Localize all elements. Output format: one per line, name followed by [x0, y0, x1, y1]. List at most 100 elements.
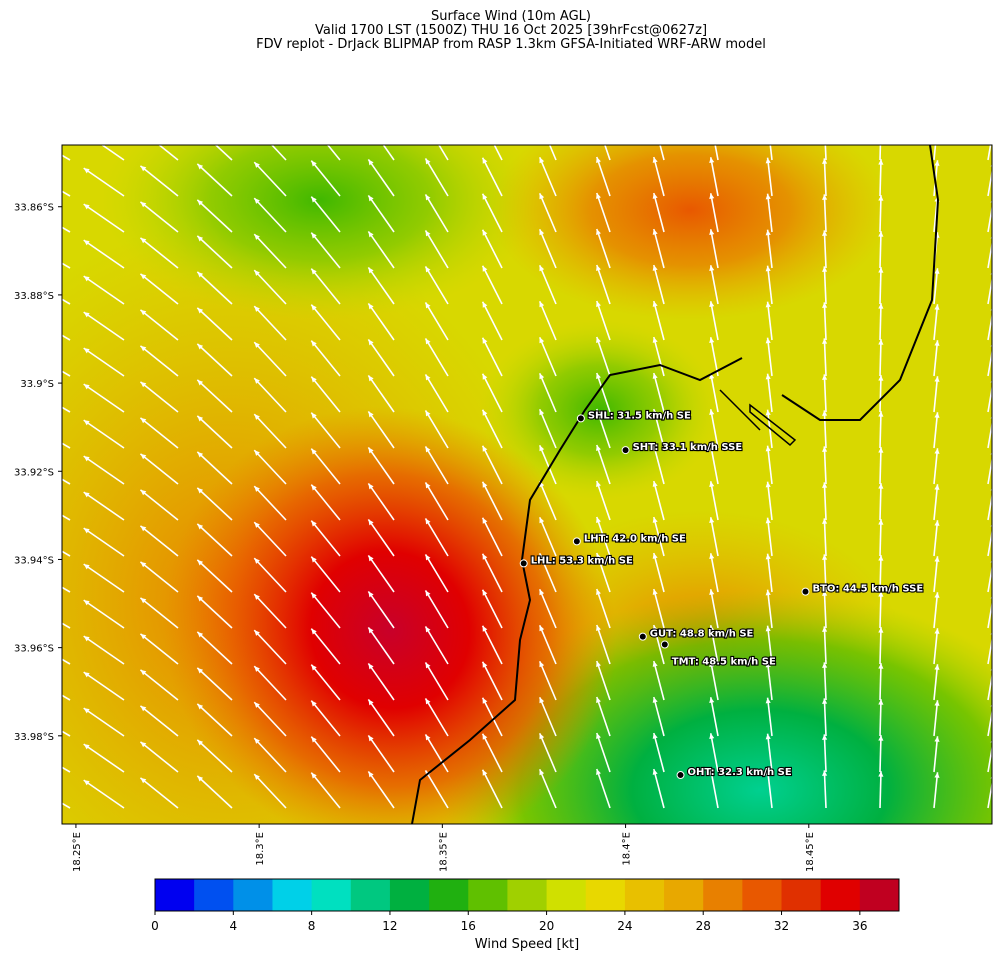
wind-arrow-head: [27, 567, 33, 572]
wind-arrow-head: [368, 735, 374, 742]
wind-arrow: [653, 156, 665, 197]
station-label: SHL: 31.5 km/h SE: [588, 410, 691, 421]
wind-arrow: [933, 664, 939, 701]
wind-arrow-head: [652, 517, 658, 523]
wind-arrow-head: [934, 664, 940, 670]
wind-arrow: [481, 697, 503, 737]
station-dot: [676, 771, 685, 780]
wind-arrow: [481, 445, 503, 485]
wind-arrow-head: [140, 201, 147, 208]
wind-arrow: [326, 145, 341, 161]
wind-arrow-head: [934, 520, 940, 526]
wind-arrow-head: [254, 342, 260, 348]
wind-arrow: [62, 406, 71, 413]
wind-arrow-head: [140, 669, 147, 676]
wind-arrow: [367, 698, 395, 737]
wind-arrow: [596, 588, 611, 629]
wind-arrow-head: [368, 447, 374, 454]
wind-arrow-head: [368, 123, 373, 129]
wind-arrow: [933, 628, 939, 665]
wind-arrow: [196, 667, 233, 701]
wind-arrow: [196, 487, 233, 521]
wind-arrow-head: [197, 487, 204, 494]
station-dot: [638, 632, 647, 641]
wind-arrow-head: [140, 273, 147, 280]
colorbar-tick-label: 16: [461, 919, 476, 933]
wind-arrow: [253, 485, 287, 521]
wind-arrow: [653, 552, 665, 593]
wind-arrow: [424, 194, 449, 233]
wind-arrow-head: [311, 340, 317, 347]
wind-arrow: [987, 203, 992, 233]
wind-arrow-head: [822, 770, 828, 776]
wind-arrow: [987, 671, 992, 701]
wind-arrow: [253, 341, 287, 377]
wind-arrows: [27, 123, 992, 809]
wind-arrow-head: [197, 667, 204, 674]
wind-arrow-head: [878, 447, 884, 453]
wind-arrow: [424, 374, 449, 413]
wind-arrow: [310, 664, 341, 701]
wind-arrow: [879, 627, 882, 665]
wind-arrow-head: [765, 517, 771, 524]
wind-arrow-head: [652, 445, 658, 451]
wind-arrow: [879, 231, 882, 269]
wind-arrow: [538, 768, 557, 809]
wind-arrow: [310, 736, 341, 773]
wind-arrow-head: [254, 630, 260, 636]
wind-arrow: [823, 410, 827, 449]
wind-arrow: [83, 167, 125, 197]
wind-arrow: [823, 446, 827, 485]
field: [100, 145, 540, 320]
colorbar-bin: [507, 879, 548, 911]
wind-arrow: [196, 343, 233, 377]
wind-arrow: [62, 766, 71, 773]
wind-arrow-head: [140, 705, 147, 712]
wind-arrow-head: [539, 445, 545, 452]
wind-arrow-head: [934, 124, 939, 130]
wind-arrow-head: [368, 771, 374, 778]
wind-arrow: [310, 340, 341, 377]
wind-arrow-head: [709, 157, 715, 164]
wind-arrow: [933, 304, 939, 341]
wind-arrow-head: [709, 301, 715, 308]
wind-arrow: [933, 340, 939, 377]
wind-arrow-head: [482, 373, 488, 380]
wind-arrow-head: [425, 446, 431, 453]
wind-arrow-head: [539, 337, 545, 344]
wind-arrow: [879, 267, 882, 305]
wind-arrow: [596, 552, 611, 593]
wind-arrow: [596, 624, 611, 665]
wind-arrow: [367, 446, 395, 485]
wind-arrow-head: [539, 625, 545, 632]
wind-arrow: [253, 629, 287, 665]
wind-arrow: [367, 482, 395, 521]
wind-arrow-head: [482, 301, 488, 308]
wind-arrow-head: [878, 663, 884, 669]
wind-arrow: [987, 419, 992, 449]
wind-arrow-head: [311, 268, 317, 275]
wind-arrow: [424, 410, 449, 449]
wind-arrow: [481, 373, 503, 413]
wind-arrow: [83, 311, 125, 341]
wind-arrow-head: [254, 486, 260, 492]
wind-arrow-head: [709, 445, 715, 452]
wind-arrow-head: [652, 589, 658, 595]
wind-arrow-head: [254, 774, 260, 780]
wind-arrow-head: [652, 553, 658, 559]
wind-arrow-head: [425, 158, 431, 165]
wind-arrow: [481, 553, 503, 593]
wind-arrow-head: [878, 735, 884, 741]
colorbar-bin: [272, 879, 313, 911]
wind-arrow-head: [652, 661, 658, 667]
wind-arrow: [538, 660, 557, 701]
wind-arrow: [604, 145, 611, 161]
wind-arrow-head: [539, 517, 545, 524]
colorbar-bin: [664, 879, 704, 911]
wind-arrow-head: [934, 448, 940, 454]
wind-arrow-head: [425, 338, 431, 345]
wind-arrow: [987, 455, 992, 485]
wind-arrow-head: [368, 555, 374, 562]
wind-arrow: [139, 633, 179, 665]
